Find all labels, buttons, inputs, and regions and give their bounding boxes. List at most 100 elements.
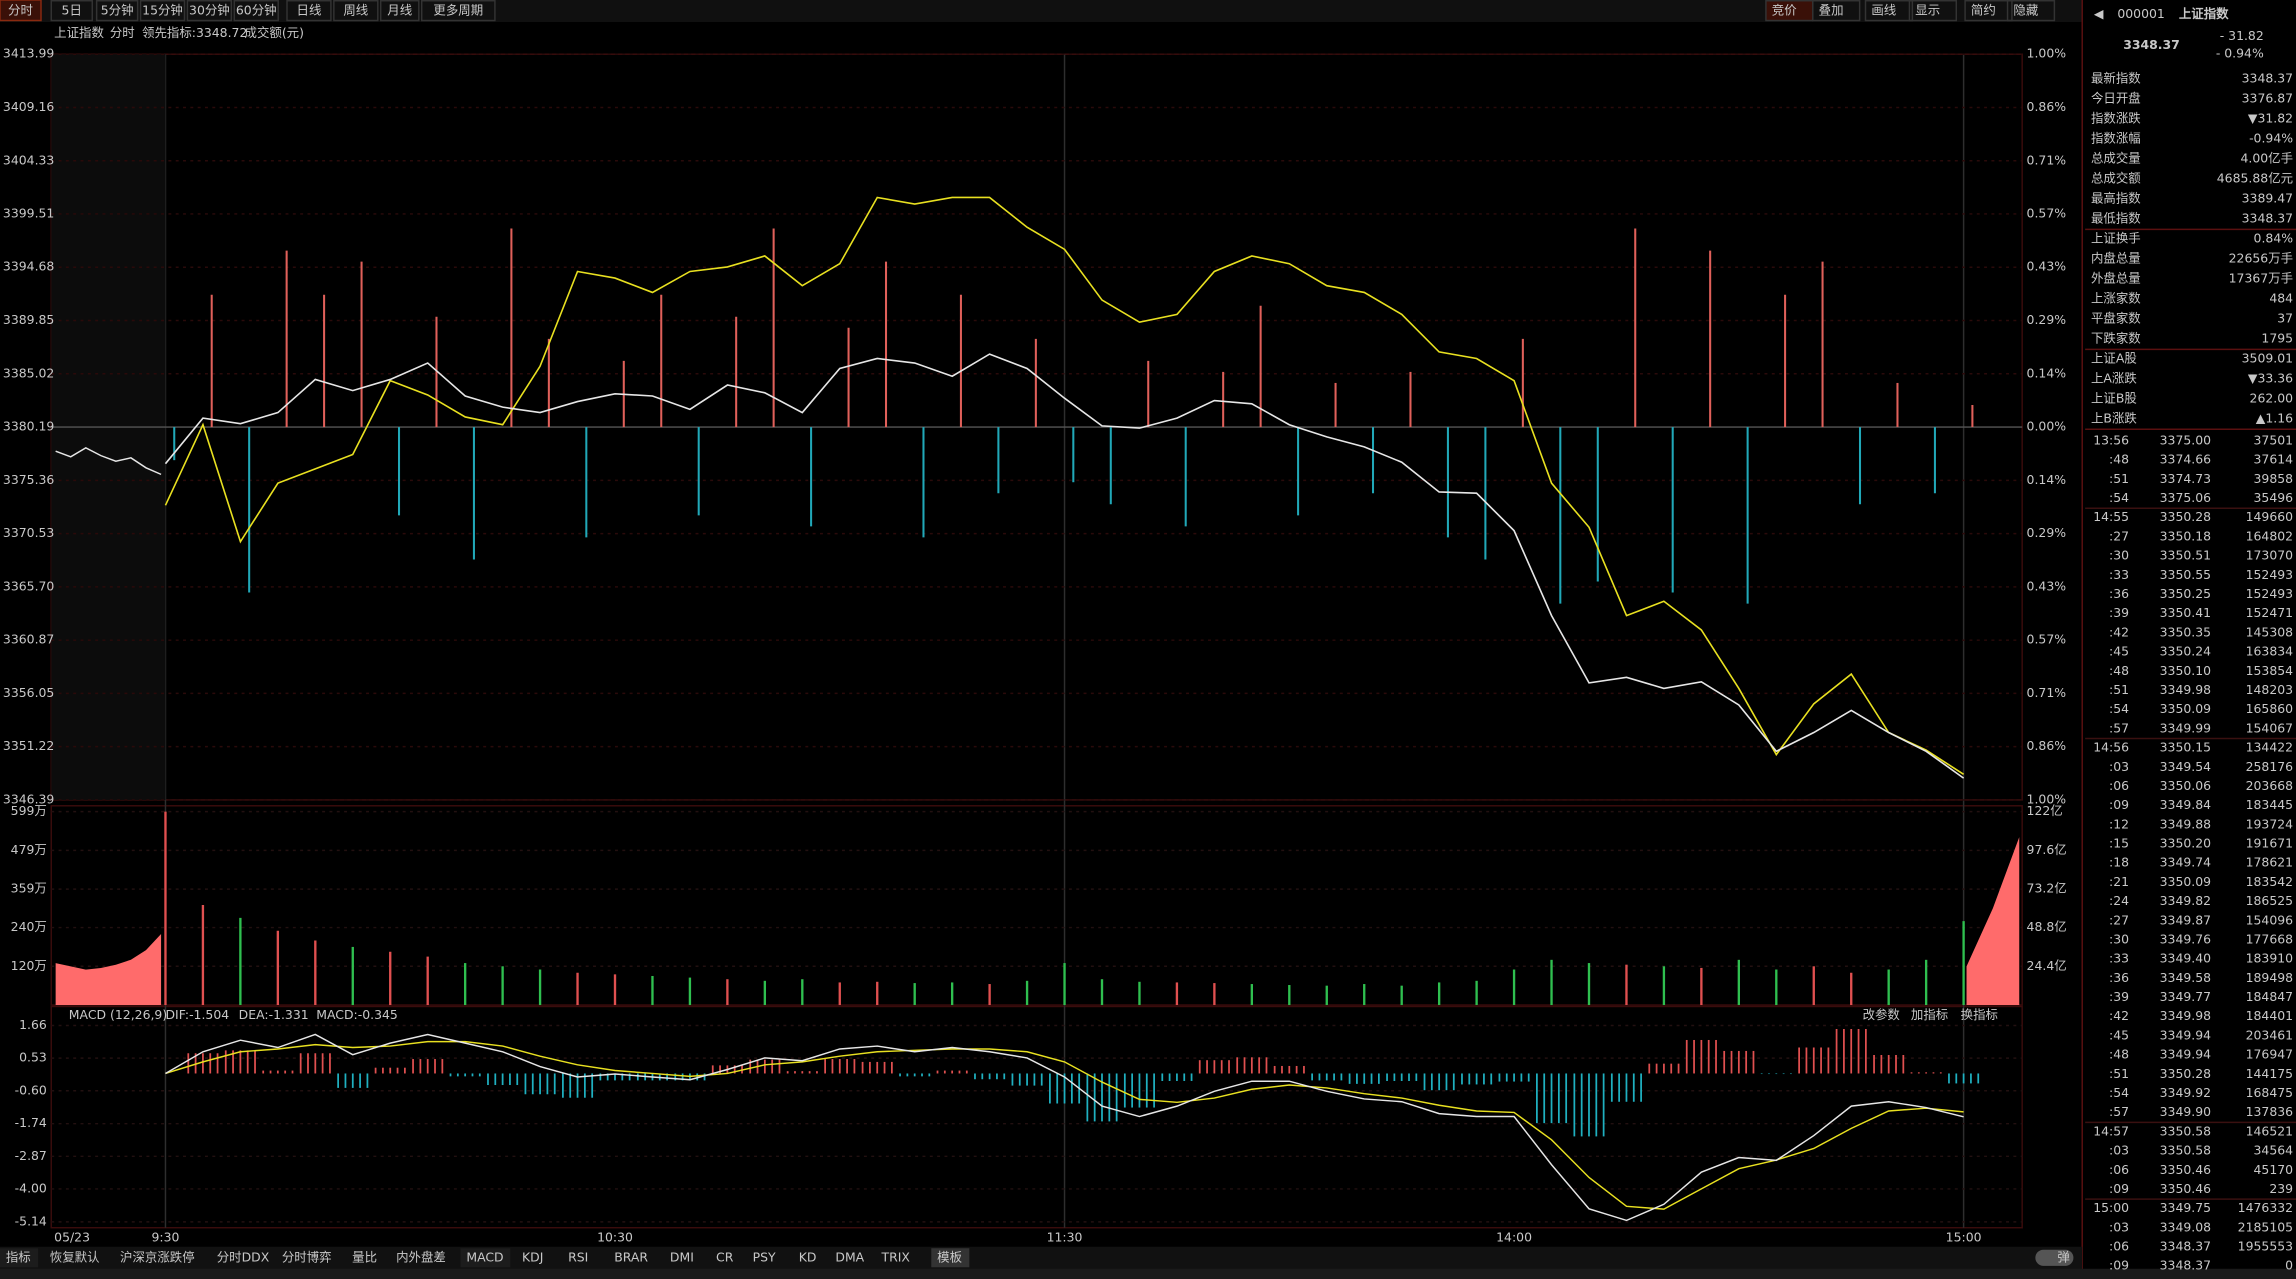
tick-price: 3350.55	[2160, 567, 2211, 582]
tick-price: 3349.99	[2160, 720, 2212, 735]
stat-label: 上B涨跌	[2091, 411, 2137, 426]
tab-border	[420, 0, 496, 22]
stat-label: 最高指数	[2091, 191, 2141, 206]
indicator-tab[interactable]: 分时DDX	[217, 1249, 270, 1264]
indicator-tab[interactable]: 恢复默认	[50, 1249, 100, 1264]
tab-border	[233, 0, 279, 22]
tool-button[interactable]: 画线	[1871, 2, 1896, 17]
stat-label: 上A涨跌	[2091, 371, 2137, 386]
tick-volume: 145308	[2246, 624, 2294, 639]
tick-volume: 34564	[2254, 1143, 2294, 1158]
macd-action[interactable]: 换指标	[1961, 1007, 1998, 1022]
indicator-tab[interactable]: 指标	[6, 1249, 31, 1264]
tool-button[interactable]: 隐藏	[2013, 2, 2038, 17]
tick-volume: 149660	[2246, 509, 2294, 524]
tick-time: :39	[2109, 989, 2129, 1004]
tick-volume: 178621	[2246, 855, 2293, 870]
indicator-tab[interactable]: 模板	[937, 1249, 962, 1264]
tab-border	[139, 0, 186, 22]
tool-button[interactable]: 叠加	[1819, 2, 1844, 17]
y-tick-label: 3385.02	[3, 365, 54, 380]
period-tab[interactable]: 月线	[387, 2, 412, 17]
tick-price: 3349.92	[2160, 1085, 2211, 1100]
indicator-tab[interactable]: BRAR	[614, 1249, 648, 1264]
tick-volume: 39858	[2254, 471, 2294, 486]
indicator-tab[interactable]: KD	[799, 1249, 817, 1264]
stat-label: 上证A股	[2091, 351, 2137, 366]
indicator-tab[interactable]: PSY	[753, 1249, 776, 1264]
tick-price: 3349.77	[2160, 989, 2211, 1004]
tick-time: :48	[2109, 1047, 2129, 1062]
period-tab[interactable]: 15分钟	[142, 2, 183, 17]
tick-price: 3350.46	[2160, 1162, 2212, 1177]
macd-action[interactable]: 加指标	[1911, 1007, 1948, 1022]
tick-price: 3349.94	[2160, 1027, 2212, 1042]
tick-volume: 191671	[2246, 836, 2293, 851]
period-tab[interactable]: 分时	[8, 2, 33, 17]
macd-action[interactable]: 改参数	[1863, 1007, 1901, 1022]
period-tab[interactable]: 周线	[343, 2, 368, 17]
tick-volume: 164802	[2246, 528, 2293, 543]
back-arrow: ◀	[2094, 6, 2104, 21]
pct-tick-label: 0.14%	[2027, 365, 2067, 380]
stat-value: 22656万手	[2229, 251, 2293, 266]
tick-volume: 183445	[2246, 797, 2293, 812]
tick-time: :27	[2109, 528, 2129, 543]
indicator-tab[interactable]: DMA	[835, 1249, 864, 1264]
indicator-tab[interactable]: DMI	[670, 1249, 694, 1264]
period-tab[interactable]: 30分钟	[189, 2, 230, 17]
tool-button[interactable]: 竞价	[1772, 2, 1797, 17]
tick-time: :57	[2109, 1104, 2129, 1119]
tick-time: :33	[2109, 951, 2129, 966]
tick-volume: 152493	[2246, 586, 2293, 601]
tick-price: 3350.58	[2160, 1123, 2212, 1138]
tick-price: 3350.25	[2160, 586, 2211, 601]
tick-time: 14:55	[2093, 509, 2129, 524]
indicator-tab[interactable]: MACD	[466, 1249, 503, 1264]
tick-time: :51	[2109, 682, 2129, 697]
tick-price: 3349.87	[2160, 912, 2211, 927]
stat-label: 总成交额	[2091, 171, 2141, 186]
indicator-tab[interactable]: KDJ	[522, 1249, 543, 1264]
tick-price: 3349.90	[2160, 1104, 2212, 1119]
period-tab[interactable]: 5日	[62, 2, 82, 17]
pct-tick-label: 0.00%	[2027, 419, 2067, 434]
tick-price: 3350.10	[2160, 663, 2212, 678]
dif-label: DIF:-1.504	[165, 1007, 229, 1022]
period-tab[interactable]: 5分钟	[101, 2, 134, 17]
pct-tick-label: 0.57%	[2027, 632, 2067, 647]
indicator-tab[interactable]: 分时博弈	[282, 1249, 332, 1264]
y-tick-label: 3399.51	[3, 205, 54, 220]
period-tab[interactable]: 更多周期	[433, 2, 483, 17]
stat-value: 1795	[2261, 331, 2293, 346]
indicator-tab[interactable]: 沪深京涨跌停	[120, 1249, 195, 1264]
volume-tick-label: 359万	[11, 881, 47, 896]
volume-tick-label: 120万	[11, 958, 47, 973]
indicator-tab[interactable]: RSI	[568, 1249, 588, 1264]
tick-volume: 186525	[2246, 893, 2293, 908]
tick-time: :45	[2109, 1027, 2129, 1042]
time-label: 15:00	[1946, 1229, 1982, 1244]
indicator-tab[interactable]: CR	[716, 1249, 734, 1264]
indicator-tab[interactable]: TRIX	[881, 1249, 911, 1264]
tick-time: :12	[2109, 816, 2129, 831]
stat-value: ▼33.36	[2248, 371, 2293, 386]
tick-volume: 2185105	[2238, 1219, 2293, 1234]
indicator-tab[interactable]: 量比	[352, 1249, 377, 1264]
indicator-tab[interactable]: 内外盘差	[396, 1249, 446, 1264]
period-tab[interactable]: 60分钟	[236, 2, 277, 17]
tick-volume: 163834	[2246, 644, 2294, 659]
tool-border	[1864, 0, 1914, 22]
tab-border	[333, 0, 379, 22]
pct-tick-label: 0.29%	[2027, 525, 2067, 540]
quote-code: 000001	[2117, 6, 2164, 21]
y-tick-label: 3370.53	[3, 525, 54, 540]
stat-value: 17367万手	[2229, 271, 2293, 286]
tick-price: 3350.09	[2160, 701, 2212, 716]
stat-value: -0.94%	[2249, 131, 2293, 146]
toggle-button[interactable]: 弹	[2057, 1249, 2069, 1264]
y-tick-label: 3380.19	[3, 419, 55, 434]
period-tab[interactable]: 日线	[297, 2, 322, 17]
tool-button[interactable]: 简约	[1971, 2, 1996, 17]
tool-button[interactable]: 显示	[1915, 2, 1940, 17]
